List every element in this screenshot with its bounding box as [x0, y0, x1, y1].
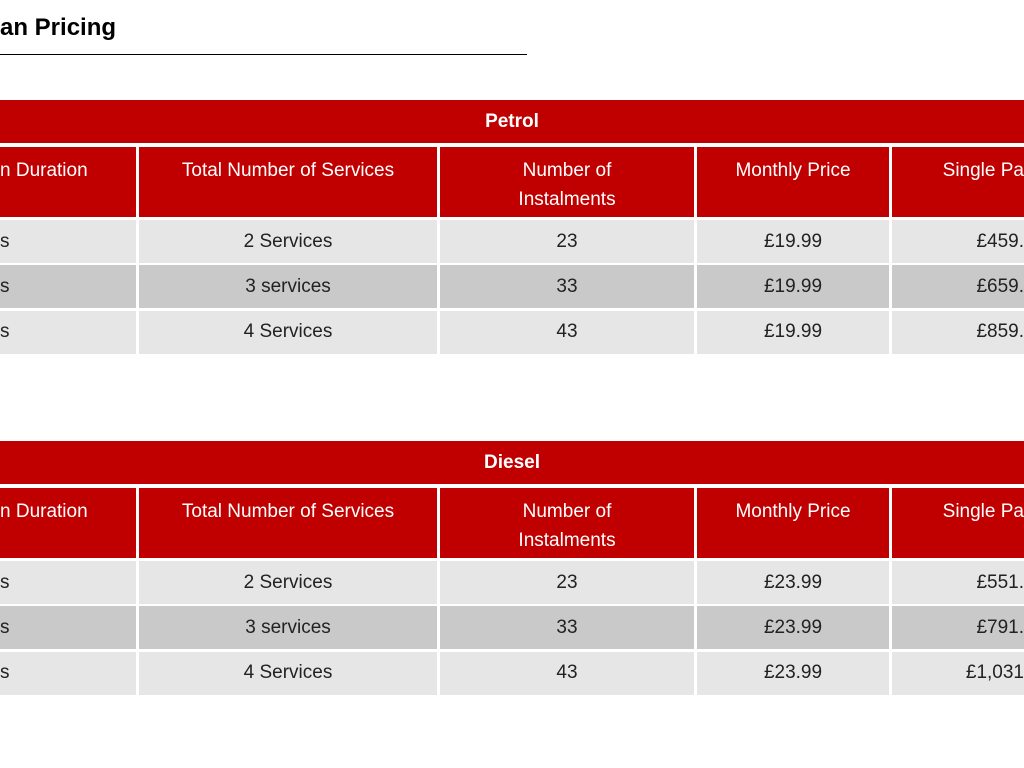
table-cell: 2 Services [139, 220, 437, 263]
table-cell: £23.99 [697, 606, 889, 650]
table-cell: 3 services [139, 606, 437, 650]
table-cell: £791. [892, 606, 1024, 650]
column-header: Number of Instalments [440, 147, 694, 217]
page-title: an Pricing [0, 14, 117, 41]
table-heading: Petrol [0, 100, 1024, 143]
table-cell: £19.99 [697, 310, 889, 354]
table-cell: 23 [440, 220, 694, 263]
table-cell: £659. [892, 265, 1024, 309]
table-cell: s [0, 265, 136, 309]
table-cell: £459. [892, 220, 1024, 263]
table-cell: 23 [440, 561, 694, 604]
column-header: Monthly Price [697, 147, 889, 217]
table-cell: s [0, 651, 136, 695]
title-rule [0, 54, 527, 55]
table-cell: £551. [892, 561, 1024, 604]
table-cell: 43 [440, 651, 694, 695]
table-cell: 2 Services [139, 561, 437, 604]
table-cell: 4 Services [139, 651, 437, 695]
column-header: Number of Instalments [440, 488, 694, 558]
table-cell: 4 Services [139, 310, 437, 354]
table-cell: 33 [440, 606, 694, 650]
table-cell: £1,031 [892, 651, 1024, 695]
table-cell: 43 [440, 310, 694, 354]
table-cell: £859. [892, 310, 1024, 354]
table-cell: s [0, 310, 136, 354]
table-cell: 33 [440, 265, 694, 309]
table-cell: s [0, 606, 136, 650]
column-header: Single Pa [892, 488, 1024, 558]
column-header: Total Number of Services [139, 488, 437, 558]
table-cell: £19.99 [697, 220, 889, 263]
table-cell: £23.99 [697, 651, 889, 695]
column-header: Monthly Price [697, 488, 889, 558]
table-cell: 3 services [139, 265, 437, 309]
table-cell: £23.99 [697, 561, 889, 604]
column-header: Single Pa [892, 147, 1024, 217]
table-cell: s [0, 561, 136, 604]
column-header: Total Number of Services [139, 147, 437, 217]
column-header: n Duration [0, 488, 136, 558]
table-heading: Diesel [0, 441, 1024, 484]
table-cell: £19.99 [697, 265, 889, 309]
column-header: n Duration [0, 147, 136, 217]
table-cell: s [0, 220, 136, 263]
